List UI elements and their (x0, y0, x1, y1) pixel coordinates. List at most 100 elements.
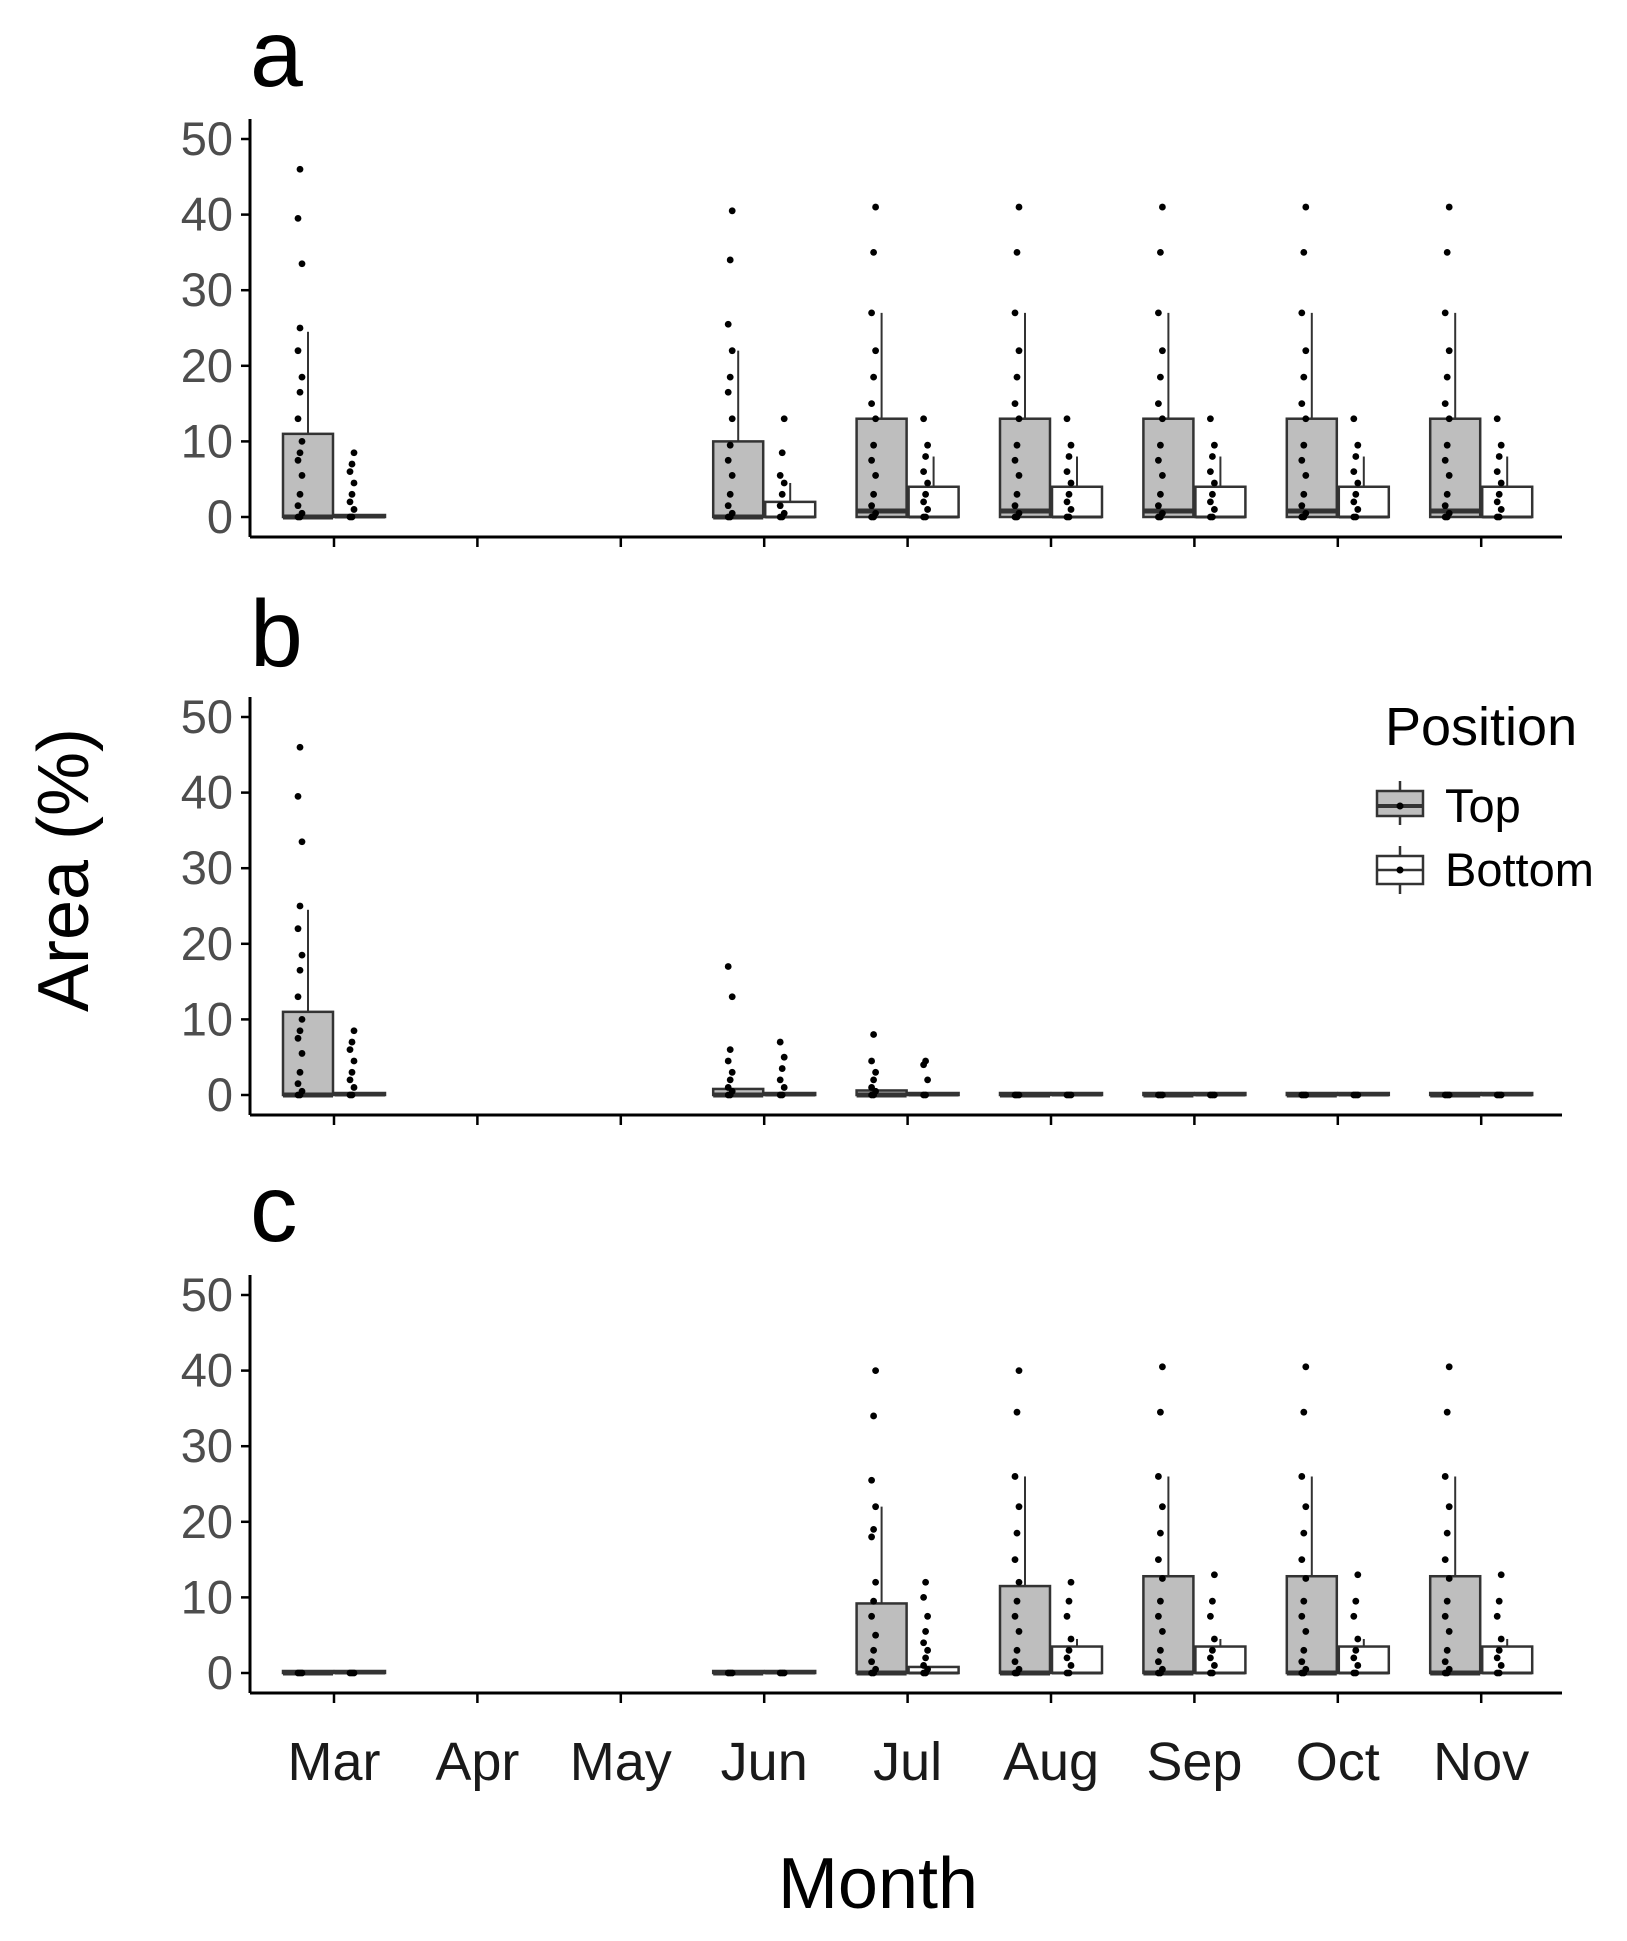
y-tick-label-c-50: 50 (181, 1268, 233, 1321)
data-point (298, 1087, 306, 1095)
y-tick-label-b-50: 50 (181, 690, 233, 743)
data-point (1493, 498, 1501, 506)
data-point (1157, 1408, 1164, 1416)
box-c-top-Jul (855, 1367, 908, 1677)
data-point (1157, 1529, 1164, 1537)
data-point (1011, 456, 1019, 464)
x-tick-label-Sep: Sep (1146, 1732, 1242, 1792)
data-point (298, 1016, 306, 1023)
data-point (348, 1038, 356, 1046)
box-b-top-Jun (711, 963, 765, 1099)
data-point (1441, 502, 1449, 510)
data-point (1209, 1597, 1216, 1605)
data-point (298, 1669, 306, 1677)
data-point (348, 1091, 356, 1099)
data-point (1441, 456, 1449, 464)
x-tick-label-Oct: Oct (1296, 1732, 1380, 1792)
data-point (296, 902, 304, 910)
data-point (872, 203, 879, 211)
data-point (1443, 1597, 1451, 1605)
box-c-bottom-Mar (333, 1669, 387, 1677)
data-point (1015, 1503, 1023, 1511)
data-point (778, 449, 786, 457)
data-point (1015, 1091, 1023, 1099)
data-point (1155, 309, 1162, 317)
data-point (1155, 1473, 1162, 1480)
data-point (870, 1525, 877, 1533)
data-point (868, 456, 875, 464)
points-Oct (1298, 203, 1310, 521)
box-a-bottom-Oct (1337, 415, 1391, 521)
data-point (1497, 506, 1505, 513)
points-Jul (868, 1367, 879, 1677)
data-point (296, 966, 304, 974)
data-point (348, 513, 356, 521)
box-a-top-Oct (1285, 203, 1339, 521)
data-point (1497, 1091, 1505, 1099)
y-tick-label-c-0: 0 (207, 1646, 233, 1699)
data-point (1067, 441, 1075, 449)
x-tick-label-Jun: Jun (721, 1732, 808, 1792)
data-point (1354, 506, 1362, 513)
data-point (1155, 1556, 1162, 1563)
y-tick-label-a-20: 20 (181, 339, 233, 392)
legend-key-top (1375, 781, 1425, 825)
legend-label-bottom: Bottom (1445, 843, 1594, 896)
data-point (1495, 513, 1503, 521)
data-point (872, 1665, 879, 1673)
data-point (1497, 1571, 1505, 1579)
data-point (1302, 1503, 1310, 1511)
data-point (922, 1057, 929, 1065)
data-point (924, 1612, 931, 1620)
data-point (1155, 1658, 1162, 1666)
points-Aug (1063, 1578, 1075, 1677)
data-point (1445, 1628, 1453, 1635)
points-Mar (346, 449, 358, 521)
data-point (922, 1578, 929, 1586)
data-point (1159, 415, 1166, 423)
data-point (922, 1654, 929, 1662)
data-point (1298, 1473, 1306, 1480)
data-point (1015, 1665, 1023, 1673)
data-point (294, 347, 302, 355)
data-point (1011, 1658, 1019, 1666)
box-rect-Sep (1194, 1645, 1247, 1675)
data-point (1015, 347, 1023, 355)
data-point (1065, 490, 1073, 498)
data-point (1302, 1091, 1310, 1099)
data-point (1207, 415, 1214, 423)
data-point (1352, 1669, 1360, 1677)
data-point (348, 490, 356, 498)
box-b-top-Oct (1285, 1091, 1339, 1099)
data-point (920, 468, 927, 476)
data-point (1443, 490, 1451, 498)
box-rect-Nov (1428, 1574, 1482, 1675)
data-point (1443, 1529, 1451, 1537)
data-point (1159, 203, 1166, 211)
data-point (294, 214, 302, 222)
data-point (1497, 479, 1505, 487)
box-rect-Aug (998, 417, 1052, 519)
data-point (350, 449, 358, 457)
data-point (1495, 1646, 1503, 1654)
data-point (1298, 1556, 1306, 1563)
box-rect-Aug (1050, 1645, 1104, 1675)
data-point (298, 509, 306, 517)
box-a-bottom-Jul (907, 415, 960, 521)
data-point (1065, 513, 1073, 521)
data-point (1302, 509, 1310, 517)
points-Jun (724, 207, 736, 521)
data-point (728, 415, 736, 423)
data-point (1445, 347, 1453, 355)
box-c-top-Mar (281, 1669, 335, 1677)
data-point (868, 1057, 875, 1065)
box-rect-Nov (1480, 485, 1534, 519)
y-tick-label-a-10: 10 (181, 414, 233, 467)
data-point (1159, 1628, 1166, 1635)
data-point (298, 438, 306, 445)
data-point (922, 513, 929, 521)
box-c-bottom-Aug (1050, 1578, 1104, 1677)
data-point (1067, 506, 1075, 513)
data-point (1159, 347, 1166, 355)
data-point (1300, 1597, 1308, 1605)
